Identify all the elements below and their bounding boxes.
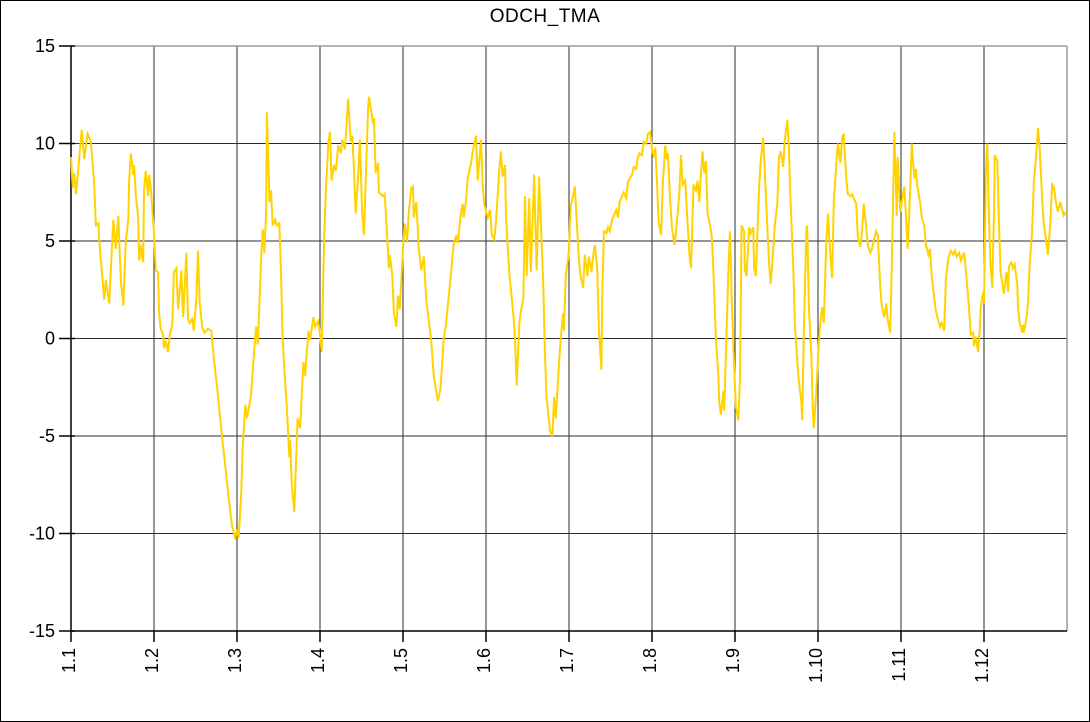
x-tick-label-1.10: 1.10 [806, 648, 826, 683]
x-axis-labels: 1.1 1.2 1.3 1.4 1.5 1.6 1.7 1.8 1.9 1.10 1.11 1.12 [59, 648, 992, 683]
y-axis-labels: -15 -10 -5 0 5 10 15 [29, 36, 55, 641]
x-tick-label-1.3: 1.3 [225, 648, 245, 673]
y-tick-label-10: 10 [35, 134, 55, 154]
y-tick-label--10: -10 [29, 524, 55, 544]
axis-ticks [59, 45, 985, 642]
x-tick-label-1.6: 1.6 [474, 648, 494, 673]
series-odch-tma [70, 96, 1068, 540]
y-tick-label--15: -15 [29, 621, 55, 641]
gridlines [70, 46, 1067, 631]
x-tick-label-1.7: 1.7 [557, 648, 577, 673]
x-tick-label-1.2: 1.2 [142, 648, 162, 673]
x-tick-label-1.1: 1.1 [59, 648, 79, 673]
y-tick-label-5: 5 [45, 231, 55, 251]
x-tick-label-1.4: 1.4 [308, 648, 328, 673]
y-tick-label-0: 0 [45, 329, 55, 349]
x-tick-label-1.9: 1.9 [723, 648, 743, 673]
y-tick-label--5: -5 [39, 426, 55, 446]
x-tick-label-1.5: 1.5 [391, 648, 411, 673]
x-tick-label-1.12: 1.12 [972, 648, 992, 683]
x-tick-label-1.8: 1.8 [640, 648, 660, 673]
x-tick-label-1.11: 1.11 [889, 648, 909, 682]
chart-title: ODCH_TMA [489, 6, 601, 27]
series-polyline [70, 96, 1068, 540]
y-tick-label-15: 15 [35, 36, 55, 56]
